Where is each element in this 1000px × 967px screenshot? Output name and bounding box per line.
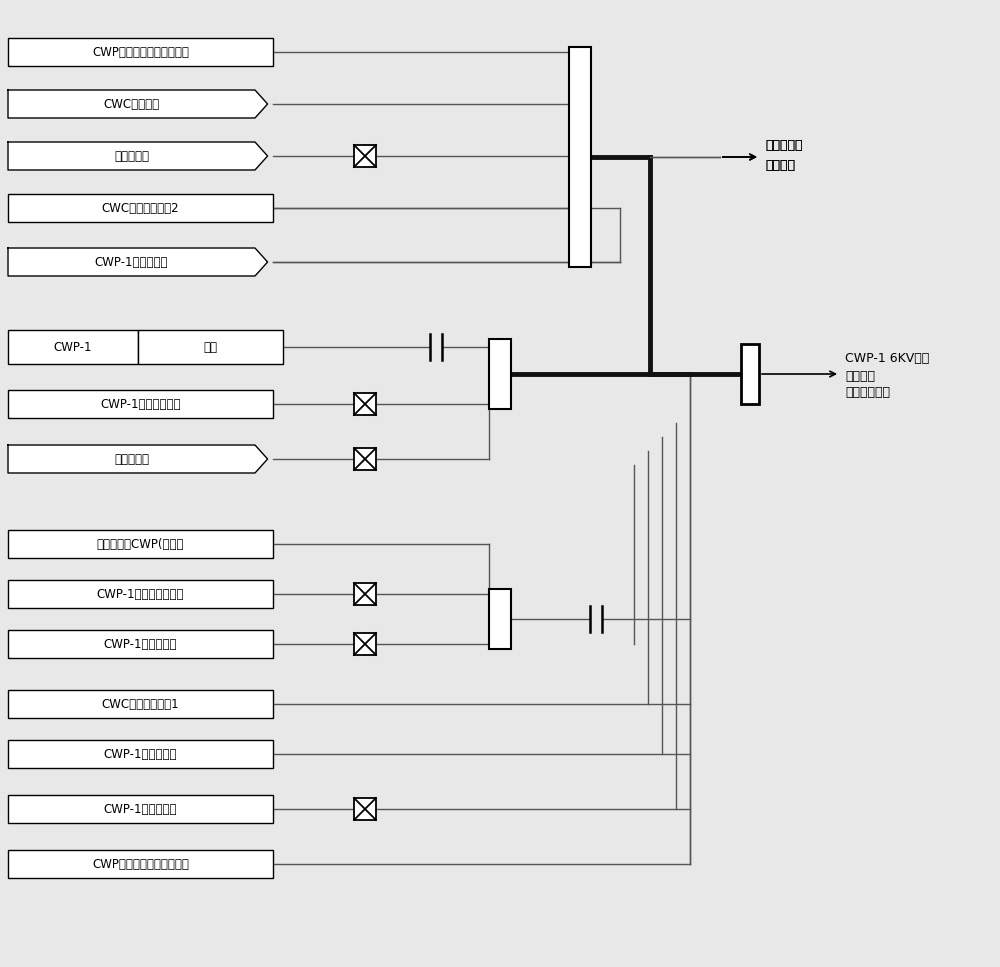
Text: CWC启动允许信号1: CWC启动允许信号1: [102, 697, 179, 711]
Text: CWP-1 6KV开关: CWP-1 6KV开关: [845, 351, 929, 365]
Text: 远方: 远方: [204, 340, 218, 354]
Text: CWP-1跳泵条件成立: CWP-1跳泵条件成立: [100, 397, 181, 411]
Bar: [8, 580, 273, 608]
Text: 变频器启动: 变频器启动: [765, 138, 802, 152]
Text: CWP-1出口门全关: CWP-1出口门全关: [104, 747, 177, 760]
Bar: [354, 145, 376, 167]
Text: CWP-1轴承温度高: CWP-1轴承温度高: [104, 637, 177, 651]
Bar: [8, 530, 273, 558]
Bar: [8, 330, 138, 364]
Bar: [8, 38, 273, 66]
Polygon shape: [8, 248, 268, 276]
Text: CWC远方控制: CWC远方控制: [103, 98, 160, 110]
Text: 合闸条件: 合闸条件: [845, 369, 875, 383]
Bar: [138, 330, 283, 364]
Text: 变频器故障: 变频器故障: [114, 453, 149, 465]
Polygon shape: [8, 445, 268, 473]
Bar: [354, 583, 376, 605]
Bar: [8, 630, 273, 658]
Text: CWP-1断路器保护动作: CWP-1断路器保护动作: [97, 588, 184, 601]
Text: CWP控制方式选择（变频）: CWP控制方式选择（变频）: [92, 858, 189, 870]
Bar: [489, 339, 511, 409]
Text: 变频器故障: 变频器故障: [114, 150, 149, 162]
Text: CWP控制方式选择（变频）: CWP控制方式选择（变频）: [92, 45, 189, 58]
Text: CWP-1: CWP-1: [54, 340, 92, 354]
Bar: [8, 850, 273, 878]
Bar: [354, 798, 376, 820]
Bar: [569, 47, 591, 267]
Bar: [8, 740, 273, 768]
Bar: [354, 633, 376, 655]
Bar: [354, 448, 376, 470]
Text: CWC启动允许信号2: CWC启动允许信号2: [102, 201, 179, 215]
Text: 条件成立: 条件成立: [765, 159, 795, 171]
Bar: [8, 795, 273, 823]
Polygon shape: [8, 142, 268, 170]
Text: 条件成立: 条件成立: [765, 159, 795, 171]
Bar: [8, 194, 273, 222]
Text: 变频器启动: 变频器启动: [765, 138, 802, 152]
Text: CWP-1断路器合闸: CWP-1断路器合闸: [95, 255, 168, 269]
Bar: [8, 690, 273, 718]
Bar: [8, 390, 273, 418]
Text: 上位机启动CWP(变频）: 上位机启动CWP(变频）: [97, 538, 184, 550]
Bar: [741, 344, 759, 404]
Bar: [489, 589, 511, 649]
Text: CWP-1断路器合闸: CWP-1断路器合闸: [104, 803, 177, 815]
Polygon shape: [8, 90, 268, 118]
Bar: [354, 393, 376, 415]
Text: 成立（变频）: 成立（变频）: [845, 386, 890, 398]
